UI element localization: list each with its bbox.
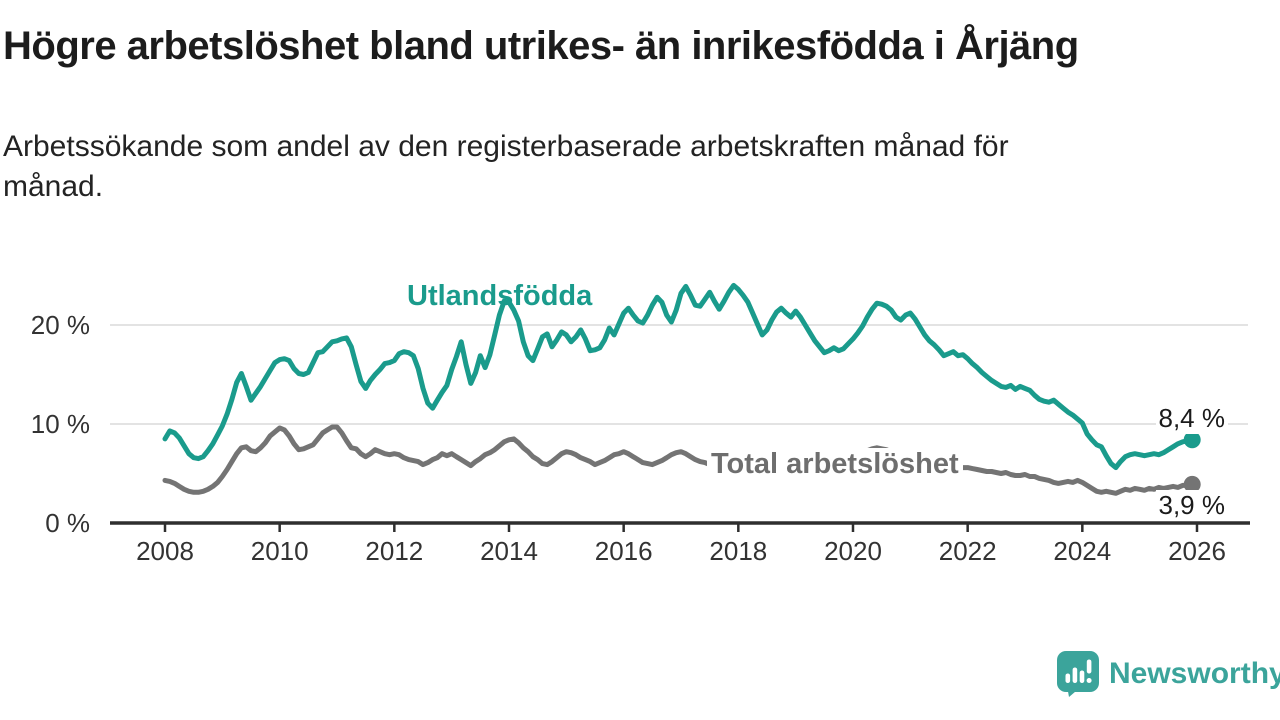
x-tick-label: 2014 <box>480 536 538 566</box>
subtitle-line-1: Arbetssökande som andel av den registerb… <box>3 130 1009 163</box>
page-subtitle: Arbetssökande som andel av den registerb… <box>3 127 1009 207</box>
x-tick-label: 2022 <box>938 536 997 566</box>
newsworthy-logo-icon <box>1057 651 1099 697</box>
series-line <box>162 424 1195 496</box>
series-end-dot <box>1183 431 1201 449</box>
x-tick-label: 2018 <box>709 536 768 566</box>
x-tick-label: 2012 <box>365 536 424 566</box>
series-line <box>162 282 1195 471</box>
y-tick-label: 10 % <box>30 409 90 439</box>
x-tick-label: 2008 <box>136 536 194 566</box>
x-tick-label: 2026 <box>1168 536 1226 566</box>
series-end-dot <box>1183 475 1201 493</box>
newsworthy-logo-text: Newsworthy <box>1109 657 1280 690</box>
page-title: Högre arbetslöshet bland utrikes- än inr… <box>3 24 1079 68</box>
y-tick-label: 20 % <box>30 310 90 340</box>
series-label-total-arbetsloshet: Total arbetslöshet <box>707 448 963 481</box>
subtitle-line-2: månad. <box>3 170 104 203</box>
x-tick-label: 2024 <box>1053 536 1112 566</box>
newsworthy-logo: Newsworthy <box>1056 650 1280 698</box>
series-label-utlandsfodda: Utlandsfödda <box>407 280 593 312</box>
x-tick-label: 2010 <box>250 536 309 566</box>
end-value-label-utlandsfodda: 8,4 % <box>1155 403 1228 434</box>
x-tick-label: 2016 <box>594 536 653 566</box>
y-tick-label: 0 % <box>45 508 90 538</box>
x-tick-label: 2020 <box>824 536 882 566</box>
end-value-label-total: 3,9 % <box>1155 490 1228 521</box>
